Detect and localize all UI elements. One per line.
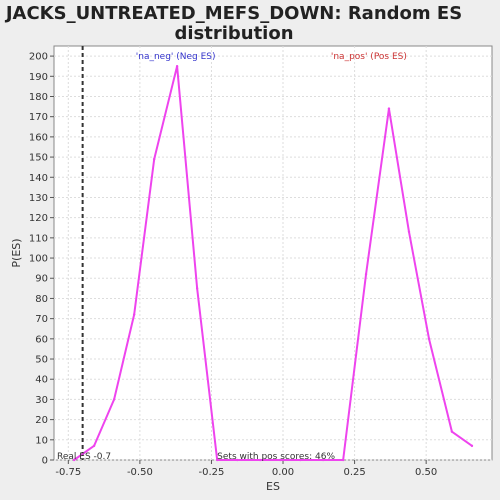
data-point xyxy=(175,64,179,68)
data-point xyxy=(132,313,136,316)
data-point xyxy=(364,273,368,276)
data-point xyxy=(427,337,431,341)
data-point xyxy=(92,444,96,448)
x-axis-label: ES xyxy=(266,480,280,493)
chart-title-line-2: distribution xyxy=(174,23,293,44)
x-tick-label: 0.00 xyxy=(272,467,294,478)
y-axis-label: P(ES) xyxy=(10,238,23,267)
y-tick-label: 100 xyxy=(29,254,48,265)
y-tick-label: 120 xyxy=(29,213,48,224)
y-tick-label: 140 xyxy=(29,173,48,184)
data-point xyxy=(72,458,76,462)
y-tick-label: 20 xyxy=(35,415,48,426)
gridlines xyxy=(54,46,492,461)
y-tick-label: 200 xyxy=(29,52,48,63)
data-point xyxy=(258,458,262,462)
y-tick-label: 130 xyxy=(29,193,48,204)
y-tick-label: 0 xyxy=(42,456,48,467)
y-tick-label: 190 xyxy=(29,72,48,83)
x-axis: -0.75 -0.50 -0.25 0.00 0.25 0.50 xyxy=(55,460,437,478)
y-tick-label: 40 xyxy=(35,375,48,386)
y-tick-label: 30 xyxy=(35,395,48,406)
series xyxy=(72,64,474,462)
x-tick-label: 0.25 xyxy=(343,467,365,478)
y-tick-label: 50 xyxy=(35,355,48,366)
y-tick-label: 10 xyxy=(35,435,48,446)
data-point xyxy=(215,458,219,462)
data-point xyxy=(236,458,239,462)
chart-title-line-1: JACKS_UNTREATED_MEFS_DOWN: Random ES xyxy=(4,3,462,24)
pos-scores-label: Sets with pos scores: 46% xyxy=(217,452,335,462)
pos-label: 'na_pos' (Pos ES) xyxy=(331,52,407,62)
data-point xyxy=(321,458,325,462)
data-point xyxy=(470,444,474,448)
x-tick-label: -0.50 xyxy=(127,467,153,478)
data-point xyxy=(407,230,411,233)
y-tick-label: 150 xyxy=(29,153,48,164)
data-point xyxy=(387,107,391,110)
y-tick-label: 70 xyxy=(35,314,48,325)
x-tick-label: 0.50 xyxy=(415,467,437,478)
data-point xyxy=(341,458,345,462)
y-tick-label: 170 xyxy=(29,112,48,123)
y-axis: 0 10 20 30 40 50 60 70 80 90 100 110 120 130 140 150 160… xyxy=(29,52,54,467)
data-point xyxy=(195,287,199,290)
data-point xyxy=(298,458,302,462)
series-line xyxy=(73,65,473,461)
neg-label: 'na_neg' (Neg ES) xyxy=(136,52,216,62)
data-point xyxy=(278,458,282,462)
data-point xyxy=(152,157,156,161)
data-point xyxy=(112,398,116,401)
y-tick-label: 110 xyxy=(29,233,48,244)
real-es-label: Real ES -0.7 xyxy=(57,452,111,462)
y-tick-label: 160 xyxy=(29,132,48,143)
y-tick-label: 90 xyxy=(35,274,48,285)
y-tick-label: 180 xyxy=(29,92,48,103)
data-point xyxy=(450,430,454,433)
x-tick-label: -0.75 xyxy=(55,467,81,478)
plot-area xyxy=(53,45,493,461)
y-tick-label: 80 xyxy=(35,294,48,305)
x-tick-label: -0.25 xyxy=(199,467,225,478)
y-tick-label: 60 xyxy=(35,334,48,345)
